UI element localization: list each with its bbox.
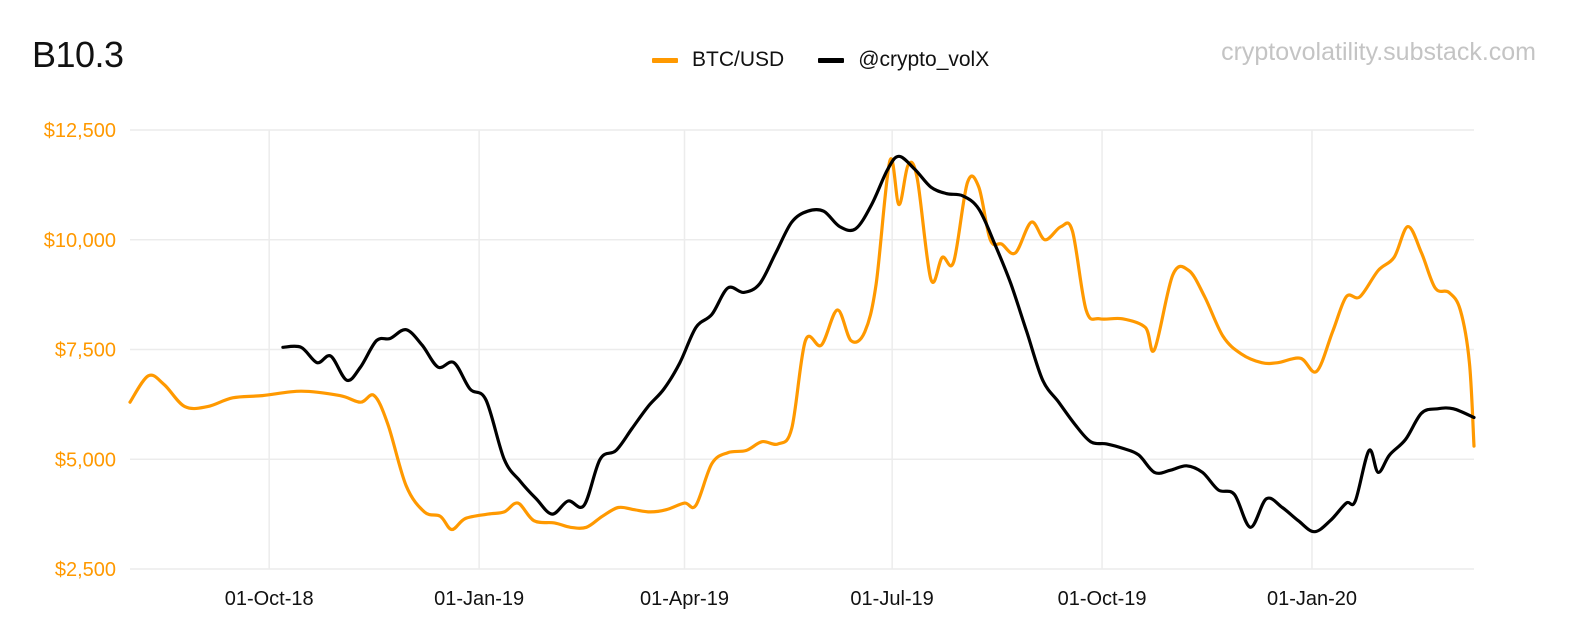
x-tick-label: 01-Oct-18 [225, 588, 314, 610]
y-tick-label: $12,500 [44, 120, 116, 142]
x-tick-label: 01-Jan-19 [434, 588, 524, 610]
legend-label-vol: @crypto_volX [858, 48, 990, 71]
legend-swatch-vol [818, 57, 845, 63]
legend: BTC/USD @crypto_volX [652, 48, 1023, 72]
series-line-btc-usd [128, 157, 1476, 532]
legend-swatch-btc [652, 57, 678, 63]
y-tick-label: $10,000 [44, 230, 116, 252]
y-tick-label: $5,000 [55, 449, 116, 471]
y-tick-label: $7,500 [55, 340, 116, 362]
series-line-crypto-volx [281, 154, 1476, 534]
x-tick-label: 01-Jul-19 [850, 588, 933, 610]
y-tick-label: $2,500 [55, 559, 116, 581]
watermark: cryptovolatility.substack.com [1221, 38, 1536, 66]
legend-item-vol: @crypto_volX [818, 48, 989, 72]
x-tick-label: 01-Apr-19 [640, 588, 729, 610]
legend-label-btc: BTC/USD [692, 48, 785, 71]
chart-title: B10.3 [32, 34, 124, 75]
x-tick-label: 01-Oct-19 [1058, 588, 1147, 610]
x-tick-label: 01-Jan-20 [1267, 588, 1357, 610]
legend-item-btc: BTC/USD [652, 48, 784, 72]
